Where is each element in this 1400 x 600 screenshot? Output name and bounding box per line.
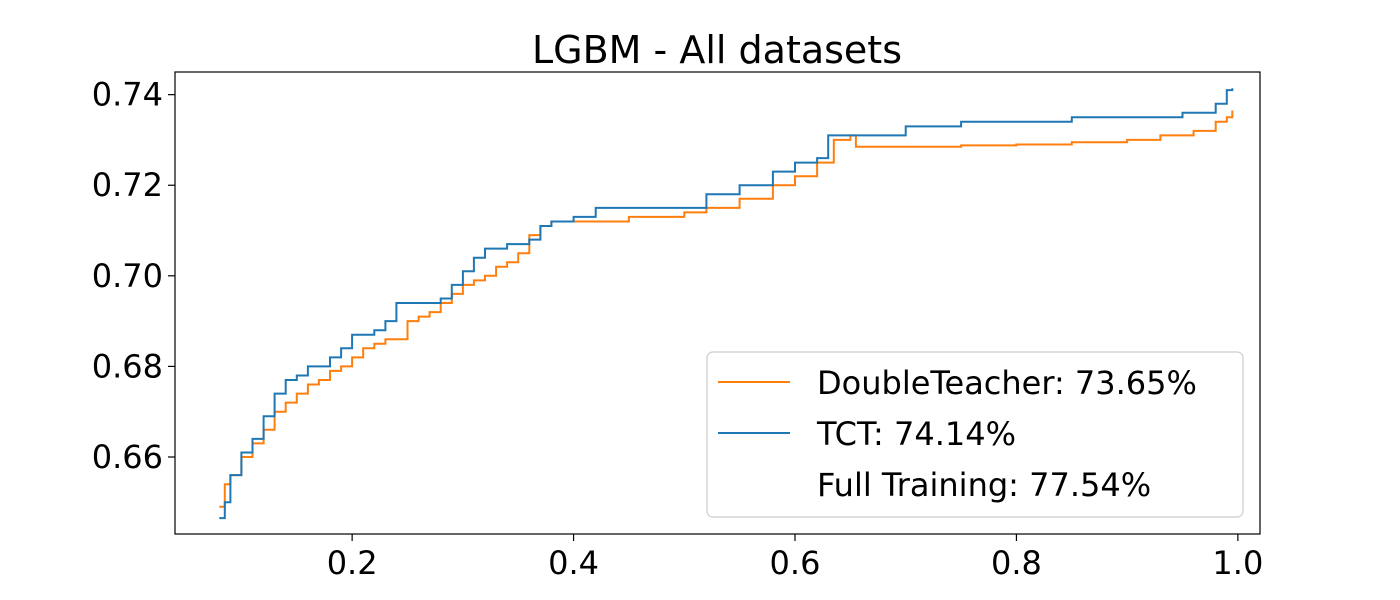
chart-title: LGBM - All datasets bbox=[532, 28, 902, 72]
x-tick-label: 0.2 bbox=[327, 544, 378, 582]
x-tick-label: 0.8 bbox=[991, 544, 1042, 582]
x-tick-label: 1.0 bbox=[1212, 544, 1263, 582]
series-line-0 bbox=[219, 110, 1234, 508]
legend-label: TCT: 74.14% bbox=[816, 415, 1016, 453]
y-tick-label: 0.66 bbox=[92, 438, 163, 476]
x-axis: 0.2 0.4 0.6 0.8 1.0 bbox=[327, 534, 1263, 582]
y-tick-label: 0.68 bbox=[92, 347, 163, 385]
legend-label: Full Training: 77.54% bbox=[817, 466, 1151, 504]
y-tick-label: 0.70 bbox=[92, 257, 163, 295]
legend-box bbox=[706, 351, 1244, 518]
y-tick-label: 0.72 bbox=[92, 166, 163, 204]
x-tick-label: 0.6 bbox=[770, 544, 821, 582]
x-tick-label: 0.4 bbox=[548, 544, 599, 582]
series-line-1 bbox=[219, 88, 1234, 520]
y-tick-label: 0.74 bbox=[92, 76, 163, 114]
y-axis: 0.66 0.68 0.70 0.72 0.74 bbox=[92, 76, 175, 476]
legend: DoubleTeacher: 73.65% TCT: 74.14% Full Tra… bbox=[706, 351, 1244, 518]
series-layer bbox=[219, 88, 1234, 520]
legend-label: DoubleTeacher: 73.65% bbox=[817, 364, 1197, 402]
